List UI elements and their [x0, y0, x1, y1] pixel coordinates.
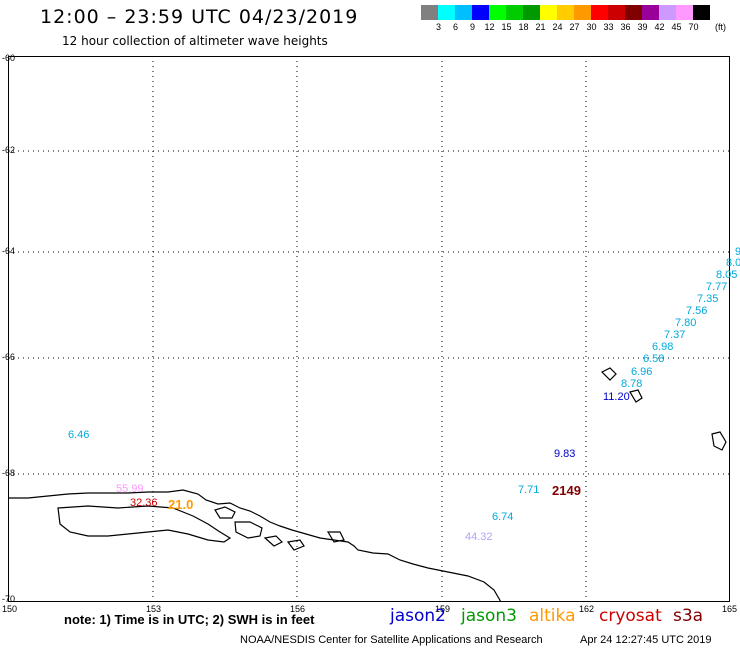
- lat-label: -62: [2, 145, 16, 155]
- wave-height-label: 6.96: [631, 366, 653, 378]
- satellite-label: jason2: [390, 606, 446, 626]
- wave-height-label: 7.37: [664, 329, 686, 341]
- wave-height-label: 8.05: [716, 269, 738, 281]
- legend-tick-label: 3: [435, 22, 441, 32]
- legend-swatch: [489, 5, 506, 20]
- legend-tick-label: 27: [569, 22, 580, 32]
- satellite-label: jason3: [461, 606, 517, 626]
- wave-height-label: 6.46: [68, 429, 90, 441]
- legend-swatch: [523, 5, 540, 20]
- coastline: [8, 367, 727, 602]
- legend-tick-label: 15: [501, 22, 512, 32]
- lat-label: -68: [2, 468, 16, 478]
- legend-tick-label: 30: [586, 22, 597, 32]
- wave-height-label: 8.0: [726, 257, 740, 269]
- legend-swatch: [625, 5, 642, 20]
- legend-swatch: [455, 5, 472, 20]
- legend-swatch: [438, 5, 455, 20]
- wave-height-label: 9: [735, 246, 740, 258]
- map-frame: [8, 56, 730, 602]
- satellite-label: altika: [529, 606, 576, 626]
- lat-label: -66: [2, 352, 16, 362]
- satellite-label: s3a: [673, 606, 704, 626]
- legend-swatch: [659, 5, 676, 20]
- lon-label: 165: [722, 604, 738, 614]
- legend-tick-label: 9: [469, 22, 475, 32]
- legend-swatch: [421, 5, 438, 20]
- wave-height-label: 44.32: [465, 531, 493, 543]
- wave-height-label: 11.20: [603, 391, 630, 403]
- legend-tick-label: 70: [688, 22, 699, 32]
- map-title: 12:00 – 23:59 UTC 04/23/2019: [40, 6, 359, 28]
- wave-height-label: 7.71: [518, 484, 540, 496]
- legend-swatch: [591, 5, 608, 20]
- legend-swatch: [557, 5, 574, 20]
- wave-height-label: 7.56: [686, 305, 708, 317]
- satellite-label: cryosat: [599, 606, 662, 626]
- legend-swatch: [506, 5, 523, 20]
- wave-height-label: 7.80: [675, 317, 697, 329]
- lon-label: 156: [290, 604, 306, 614]
- wave-height-label: 7.35: [697, 293, 719, 305]
- map-area: [8, 56, 730, 602]
- wave-height-label: 7.77: [706, 281, 728, 293]
- legend-tick-label: 18: [518, 22, 529, 32]
- timestamp-text: Apr 24 12:27:45 UTC 2019: [580, 634, 712, 646]
- legend-swatch: [608, 5, 625, 20]
- legend-swatch: [676, 5, 693, 20]
- lon-label: 150: [2, 604, 18, 614]
- lon-label: 162: [579, 604, 595, 614]
- lat-label: -60: [2, 53, 16, 63]
- legend-swatch: [693, 5, 710, 20]
- legend-tick-label: 42: [654, 22, 665, 32]
- wave-height-label: 6.98: [652, 341, 674, 353]
- wave-height-label: 6.74: [492, 511, 514, 523]
- lon-label: 159: [435, 604, 451, 614]
- wave-height-label: 55.99: [116, 483, 144, 495]
- legend-swatch: [472, 5, 489, 20]
- wave-height-label: 9.83: [554, 448, 576, 460]
- legend-tick-label: 24: [552, 22, 563, 32]
- legend-swatch: [540, 5, 557, 20]
- wave-height-label: 6.58: [643, 353, 665, 365]
- legend-tick-label: 45: [671, 22, 682, 32]
- lat-label: -64: [2, 246, 16, 256]
- legend-tick-label: 33: [603, 22, 614, 32]
- legend-tick-label: 36: [620, 22, 631, 32]
- wave-height-label: 21.0: [168, 497, 194, 512]
- wave-height-label: 8.78: [621, 378, 643, 390]
- color-legend: [421, 5, 710, 20]
- lon-label: 153: [146, 604, 162, 614]
- map-subtitle: 12 hour collection of altimeter wave hei…: [62, 34, 328, 48]
- legend-tick-label: 39: [637, 22, 648, 32]
- credit-text: NOAA/NESDIS Center for Satellite Applica…: [240, 634, 543, 646]
- footer-note: note: 1) Time is in UTC; 2) SWH is in fe…: [64, 612, 315, 627]
- legend-swatch: [642, 5, 659, 20]
- legend-swatch: [574, 5, 591, 20]
- wave-height-label: 32.36: [130, 497, 158, 509]
- lat-label: -70: [2, 594, 16, 604]
- grid-lines: [8, 56, 730, 602]
- legend-tick-label: 6: [452, 22, 458, 32]
- legend-unit: (ft): [715, 22, 726, 32]
- wave-height-label: 2149: [552, 483, 581, 498]
- legend-tick-label: 21: [535, 22, 546, 32]
- legend-tick-label: 12: [484, 22, 495, 32]
